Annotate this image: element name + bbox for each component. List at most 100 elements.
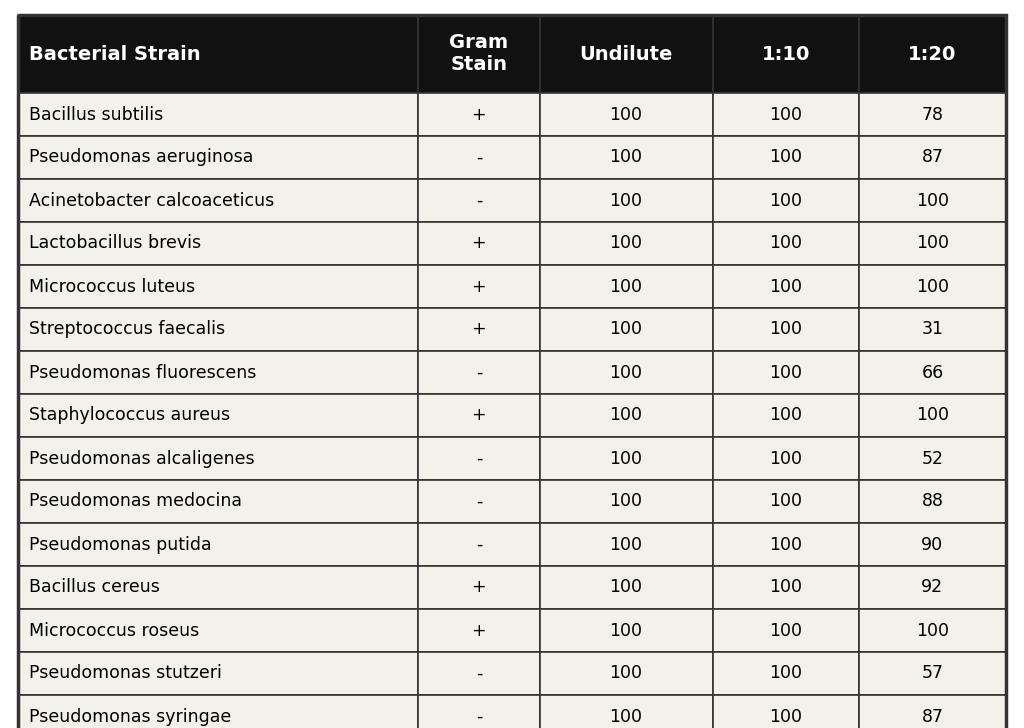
Bar <box>540 695 713 728</box>
Bar <box>859 394 1006 437</box>
Bar <box>859 351 1006 394</box>
Bar <box>418 179 540 222</box>
Text: 100: 100 <box>769 708 802 726</box>
Bar <box>713 695 859 728</box>
Bar <box>713 93 859 136</box>
Bar <box>859 566 1006 609</box>
Text: 100: 100 <box>915 406 949 424</box>
Bar <box>713 394 859 437</box>
Text: 100: 100 <box>769 363 802 381</box>
Bar <box>540 480 713 523</box>
Text: 100: 100 <box>915 277 949 296</box>
Text: 100: 100 <box>609 277 643 296</box>
Text: +: + <box>472 320 486 339</box>
Text: -: - <box>476 363 482 381</box>
Bar <box>18 179 418 222</box>
Bar <box>859 308 1006 351</box>
Text: 100: 100 <box>769 665 802 683</box>
Text: 100: 100 <box>609 191 643 210</box>
Bar <box>713 265 859 308</box>
Bar <box>859 695 1006 728</box>
Text: +: + <box>472 622 486 639</box>
Text: -: - <box>476 536 482 553</box>
Bar <box>540 437 713 480</box>
Text: +: + <box>472 277 486 296</box>
Text: 100: 100 <box>769 234 802 253</box>
Text: Bacillus subtilis: Bacillus subtilis <box>29 106 163 124</box>
Bar <box>18 351 418 394</box>
Bar <box>713 437 859 480</box>
Bar <box>540 179 713 222</box>
Text: 100: 100 <box>769 149 802 167</box>
Bar <box>859 93 1006 136</box>
Text: -: - <box>476 191 482 210</box>
Bar <box>418 609 540 652</box>
Text: 100: 100 <box>769 622 802 639</box>
Text: Pseudomonas aeruginosa: Pseudomonas aeruginosa <box>29 149 253 167</box>
Text: 66: 66 <box>922 363 943 381</box>
Bar <box>859 437 1006 480</box>
Bar <box>540 566 713 609</box>
Bar <box>418 222 540 265</box>
Text: 100: 100 <box>609 536 643 553</box>
Bar <box>418 523 540 566</box>
Text: 100: 100 <box>609 149 643 167</box>
Bar <box>418 15 540 93</box>
Bar <box>540 351 713 394</box>
Text: 100: 100 <box>915 234 949 253</box>
Bar <box>713 308 859 351</box>
Text: -: - <box>476 665 482 683</box>
Text: Undilute: Undilute <box>580 44 673 63</box>
Bar <box>859 480 1006 523</box>
Bar <box>418 394 540 437</box>
Bar <box>18 265 418 308</box>
Text: Staphylococcus aureus: Staphylococcus aureus <box>29 406 230 424</box>
Bar <box>18 15 418 93</box>
Text: 100: 100 <box>609 622 643 639</box>
Text: Pseudomonas stutzeri: Pseudomonas stutzeri <box>29 665 222 683</box>
Bar <box>540 265 713 308</box>
Text: 100: 100 <box>769 106 802 124</box>
Bar <box>713 136 859 179</box>
Text: Micrococcus roseus: Micrococcus roseus <box>29 622 200 639</box>
Text: 100: 100 <box>609 234 643 253</box>
Text: 52: 52 <box>922 449 943 467</box>
Bar <box>418 308 540 351</box>
Text: 87: 87 <box>922 149 943 167</box>
Bar <box>18 566 418 609</box>
Bar <box>418 437 540 480</box>
Text: 100: 100 <box>609 363 643 381</box>
Text: 88: 88 <box>922 493 943 510</box>
Bar <box>18 437 418 480</box>
Bar <box>713 480 859 523</box>
Text: 92: 92 <box>922 579 943 596</box>
Bar <box>18 695 418 728</box>
Text: 100: 100 <box>769 449 802 467</box>
Bar <box>713 523 859 566</box>
Bar <box>859 265 1006 308</box>
Bar <box>18 308 418 351</box>
Bar <box>713 351 859 394</box>
Text: +: + <box>472 234 486 253</box>
Text: Bacillus cereus: Bacillus cereus <box>29 579 160 596</box>
Bar <box>713 179 859 222</box>
Text: 100: 100 <box>769 191 802 210</box>
Bar <box>540 308 713 351</box>
Bar <box>859 136 1006 179</box>
Text: 87: 87 <box>922 708 943 726</box>
Text: 100: 100 <box>609 579 643 596</box>
Text: Pseudomonas medocina: Pseudomonas medocina <box>29 493 242 510</box>
Bar <box>713 222 859 265</box>
Text: Micrococcus luteus: Micrococcus luteus <box>29 277 196 296</box>
Text: 100: 100 <box>609 406 643 424</box>
Bar <box>418 265 540 308</box>
Bar <box>713 15 859 93</box>
Text: 100: 100 <box>915 622 949 639</box>
Bar <box>418 566 540 609</box>
Bar <box>859 652 1006 695</box>
Bar <box>859 609 1006 652</box>
Bar <box>418 480 540 523</box>
Text: 100: 100 <box>915 191 949 210</box>
Text: 100: 100 <box>769 579 802 596</box>
Bar <box>859 222 1006 265</box>
